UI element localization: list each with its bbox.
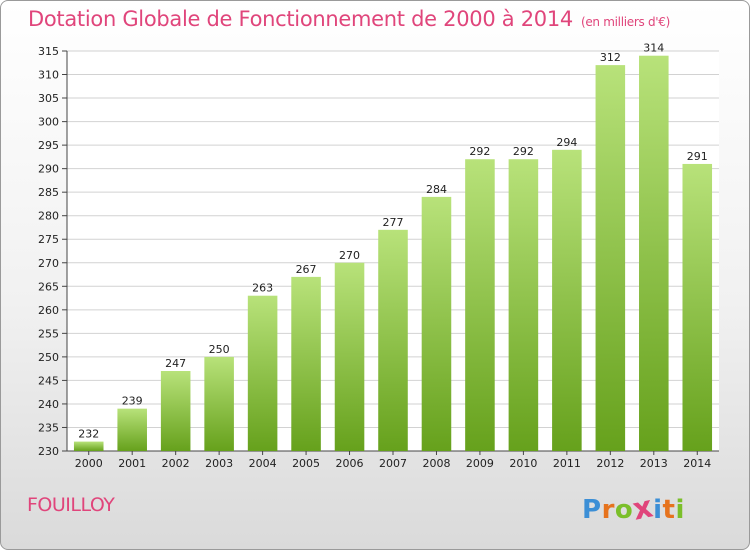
value-label-2002: 247 [165, 357, 186, 370]
x-tick-label-2010: 2010 [509, 457, 537, 470]
x-tick-label-2007: 2007 [379, 457, 407, 470]
y-tick-label: 240 [38, 398, 59, 411]
y-tick-label: 315 [38, 45, 59, 58]
x-tick-label-2005: 2005 [292, 457, 320, 470]
bar-2014 [682, 163, 713, 452]
y-tick-label: 305 [38, 92, 59, 105]
logo-letter: i [653, 495, 663, 525]
x-tick-label-2011: 2011 [553, 457, 581, 470]
value-label-2000: 232 [78, 428, 99, 441]
value-label-2010: 292 [513, 145, 534, 158]
x-tick-label-2012: 2012 [596, 457, 624, 470]
bar-2013 [639, 55, 669, 452]
logo-letter: t [662, 495, 676, 525]
bar-2002 [160, 371, 191, 451]
x-tick-label-2000: 2000 [75, 457, 103, 470]
x-tick-label-2004: 2004 [249, 457, 277, 470]
bar-2009 [465, 159, 495, 451]
x-tick-label-2013: 2013 [640, 457, 668, 470]
y-tick-label: 245 [38, 374, 59, 387]
y-tick-label: 290 [38, 163, 59, 176]
bar-2001 [117, 408, 147, 451]
x-tick-label-2006: 2006 [336, 457, 364, 470]
value-label-2011: 294 [556, 136, 577, 149]
y-tick-label: 295 [38, 139, 59, 152]
y-tick-label: 235 [38, 421, 59, 434]
bar-2004 [247, 295, 278, 451]
y-tick-label: 230 [38, 445, 59, 458]
value-label-2007: 277 [383, 216, 404, 229]
y-tick-label: 310 [38, 69, 59, 82]
x-tick-label-2008: 2008 [422, 457, 450, 470]
bar-2012 [595, 65, 626, 451]
x-tick-label-2009: 2009 [466, 457, 494, 470]
chart-title: Dotation Globale de Fonctionnement de 20… [28, 7, 670, 31]
chart-subtitle: (en milliers d'€) [580, 15, 670, 29]
value-label-2012: 312 [600, 51, 621, 64]
bar-2007 [378, 229, 408, 451]
value-label-2008: 284 [426, 183, 447, 196]
logo-letter: r [601, 495, 615, 525]
x-tick-label-2003: 2003 [205, 457, 233, 470]
logo-letter: i [675, 495, 685, 525]
y-tick-label: 265 [38, 280, 59, 293]
commune-name: FOUILLOY [27, 494, 115, 516]
y-tick-label: 285 [38, 186, 59, 199]
logo-letter: P [582, 495, 602, 525]
y-tick-label: 300 [38, 116, 59, 129]
x-tick-label-2014: 2014 [683, 457, 711, 470]
bar-2010 [508, 159, 539, 451]
bar-2008 [421, 196, 452, 451]
bar-2003 [204, 356, 234, 451]
x-tick-label-2001: 2001 [118, 457, 146, 470]
bar-2005 [291, 276, 321, 451]
value-label-2004: 263 [252, 282, 273, 295]
value-label-2003: 250 [209, 343, 230, 356]
y-tick-label: 275 [38, 233, 59, 246]
logo-letter: o [614, 495, 634, 525]
y-tick-label: 270 [38, 257, 59, 270]
proxiti-logo: Proxiti [582, 489, 685, 527]
x-tick-label-2002: 2002 [162, 457, 190, 470]
y-tick-label: 260 [38, 304, 59, 317]
value-label-2005: 267 [296, 263, 317, 276]
y-tick-label: 250 [38, 351, 59, 364]
bar-2011 [552, 149, 582, 451]
y-tick-label: 255 [38, 327, 59, 340]
value-label-2009: 292 [469, 145, 490, 158]
bar-2000 [73, 441, 104, 451]
y-tick-label: 280 [38, 210, 59, 223]
bar-2006 [334, 262, 365, 451]
value-label-2001: 239 [122, 395, 143, 408]
value-label-2013: 314 [643, 42, 664, 55]
value-label-2006: 270 [339, 249, 360, 262]
chart-title-text: Dotation Globale de Fonctionnement de 20… [28, 7, 573, 31]
value-label-2014: 291 [687, 150, 708, 163]
